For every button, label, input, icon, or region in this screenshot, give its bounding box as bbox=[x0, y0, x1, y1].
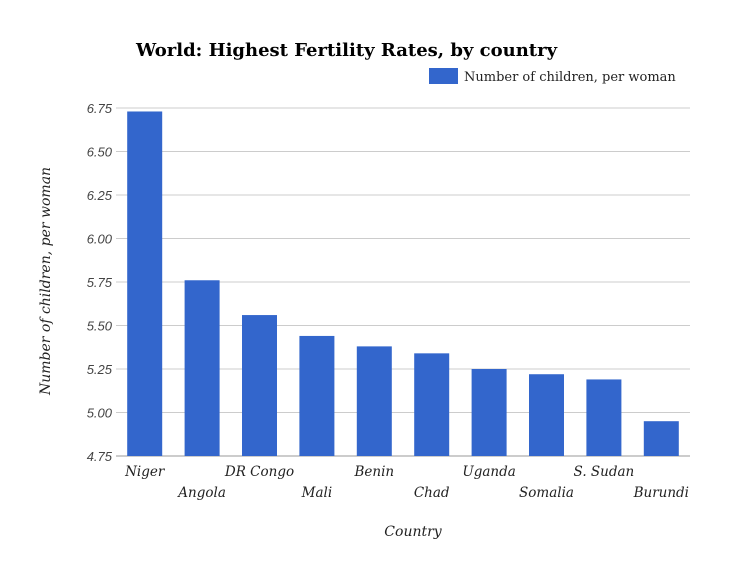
x-axis-title: Country bbox=[384, 524, 442, 540]
x-tick-label: Somalia bbox=[519, 485, 574, 501]
bar-chad bbox=[414, 353, 450, 456]
y-tick-label: 5.75 bbox=[87, 275, 113, 290]
bar-mali bbox=[299, 335, 335, 456]
x-tick-label: Niger bbox=[124, 464, 166, 480]
bar-niger bbox=[127, 111, 163, 456]
legend-label: Number of children, per woman bbox=[464, 70, 676, 85]
bar-angola bbox=[184, 280, 220, 456]
y-tick-label: 6.50 bbox=[87, 145, 113, 160]
y-tick-label: 6.25 bbox=[87, 188, 113, 203]
y-tick-label: 4.75 bbox=[87, 449, 113, 464]
bar-dr-congo bbox=[242, 315, 277, 456]
chart-title: World: Highest Fertility Rates, by count… bbox=[135, 40, 558, 61]
y-tick-label: 5.25 bbox=[87, 362, 113, 377]
x-tick-label: Uganda bbox=[462, 464, 515, 480]
y-tick-label: 5.00 bbox=[87, 406, 113, 421]
x-tick-label: S. Sudan bbox=[574, 464, 635, 480]
x-tick-label: Angola bbox=[176, 485, 226, 501]
bar-uganda bbox=[471, 369, 507, 456]
x-tick-label: Burundi bbox=[633, 485, 689, 501]
bar-somalia bbox=[529, 374, 564, 456]
bar-burundi bbox=[643, 421, 679, 456]
x-tick-label: Chad bbox=[414, 485, 450, 501]
x-tick-label: DR Congo bbox=[224, 464, 294, 480]
bar-s-sudan bbox=[586, 379, 622, 456]
y-tick-label: 6.75 bbox=[87, 101, 113, 116]
bar-benin bbox=[356, 346, 392, 456]
y-axis-title: Number of children, per woman bbox=[38, 167, 54, 396]
legend-swatch bbox=[429, 68, 458, 84]
x-tick-label: Mali bbox=[301, 485, 333, 501]
x-tick-label: Benin bbox=[353, 464, 394, 480]
y-tick-label: 6.00 bbox=[87, 232, 113, 247]
y-tick-label: 5.50 bbox=[87, 319, 113, 334]
